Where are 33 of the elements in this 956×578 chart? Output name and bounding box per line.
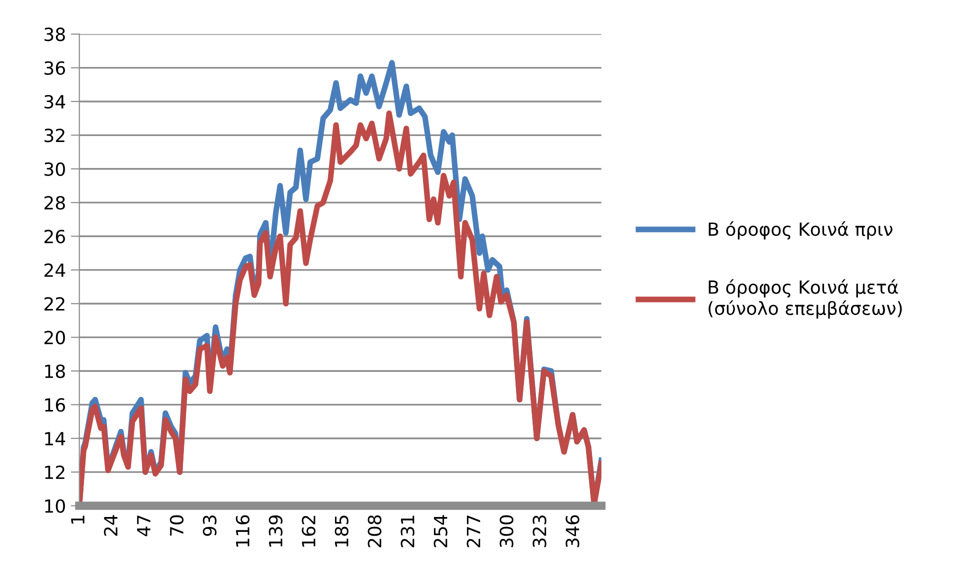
y-tick-label: 20 [44,330,65,344]
x-tick-label: 1 [71,516,84,524]
x-tick-label: 47 [137,516,150,536]
x-tick-label: 231 [400,516,414,548]
x-tick-label: 323 [532,516,546,548]
x-tick-label: 70 [170,515,184,536]
x-tick-label: 116 [236,515,250,547]
x-tick-label: 346 [566,515,580,548]
x-tick-label: 208 [368,515,382,548]
x-tick-label: 185 [334,516,348,547]
y-tick-label: 16 [45,398,66,412]
x-tick-label: 254 [434,515,448,548]
y-tick-label: 32 [44,128,64,142]
x-tick-label: 277 [466,516,480,548]
x-tick-label: 24 [104,515,118,536]
y-tick-label: 34 [44,94,66,109]
legend-label: Β όροφος Κοινά πριν [708,221,892,240]
y-tick-label: 38 [44,28,65,42]
y-tick-label: 14 [45,432,66,446]
y-tick-label: 30 [44,162,65,176]
x-tick-label: 300 [500,515,514,548]
y-tick-label: 12 [45,466,64,479]
legend-label: Β όροφος Κοινά μετά (σύνολο επεμβάσεων) [708,279,902,319]
y-tick-label: 10 [45,499,65,513]
y-tick-label: 24 [44,263,66,277]
y-tick-label: 26 [44,230,66,244]
x-tick-label: 139 [268,515,282,547]
x-tick-label: 162 [302,516,316,547]
y-tick-label: 22 [44,297,64,310]
y-tick-label: 18 [45,364,65,378]
y-tick-label: 28 [44,196,65,210]
x-tick-label: 93 [202,516,217,536]
y-tick-label: 36 [44,61,66,75]
